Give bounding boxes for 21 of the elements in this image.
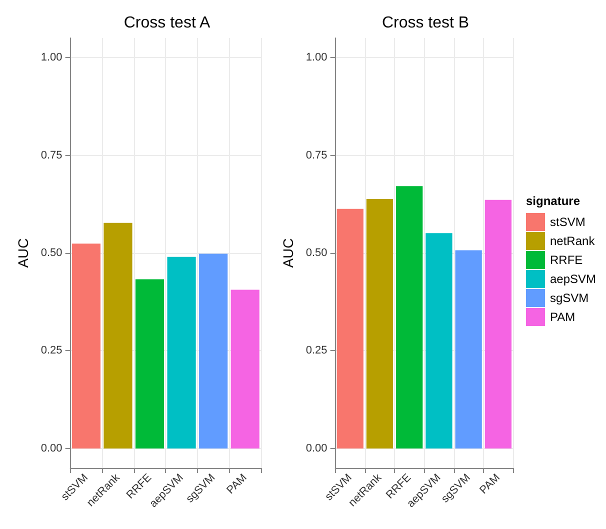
- chart-title: Cross test B: [382, 14, 470, 32]
- y-axis-title: AUC: [280, 238, 296, 268]
- legend-title: signature: [526, 194, 580, 208]
- y-tick-label: 0.75: [40, 149, 62, 162]
- y-tick-label: 1.00: [40, 52, 62, 64]
- chart-title: Cross test A: [124, 14, 210, 32]
- legend-label: netRank: [550, 234, 596, 248]
- legend-label: stSVM: [550, 215, 586, 229]
- legend-label: aepSVM: [550, 272, 596, 286]
- legend-label: RRFE: [550, 253, 583, 267]
- legend-label: sgSVM: [550, 291, 589, 305]
- y-tick-label: 1.00: [306, 52, 328, 64]
- y-tick-label: 0.75: [306, 149, 328, 162]
- y-tick-label: 0.00: [40, 442, 62, 454]
- y-tick-label: 0.50: [306, 247, 328, 259]
- y-tick-label: 0.00: [306, 442, 328, 454]
- legend-label: PAM: [550, 310, 576, 324]
- y-tick-label: 0.25: [40, 344, 62, 357]
- y-axis-title: AUC: [15, 238, 31, 268]
- y-tick-label: 0.25: [306, 344, 328, 357]
- y-tick-label: 0.50: [40, 247, 62, 259]
